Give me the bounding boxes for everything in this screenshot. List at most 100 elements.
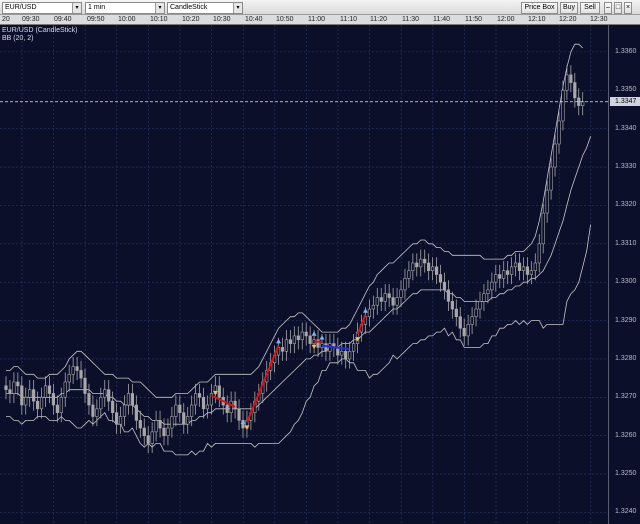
price-box-button[interactable]: Price Box: [521, 2, 558, 14]
candle: [63, 372, 67, 407]
candle: [162, 418, 166, 446]
candle: [178, 395, 182, 423]
candle-body: [375, 297, 379, 306]
chevron-down-icon[interactable]: ▾: [155, 3, 164, 13]
candle: [419, 249, 423, 277]
candle-body: [569, 74, 573, 83]
candle: [565, 65, 569, 100]
candle-body: [470, 316, 474, 325]
candle-body: [513, 262, 518, 268]
time-label: 12:00: [497, 16, 515, 23]
indicator-legend: BB (20, 2): [2, 35, 34, 42]
candle: [28, 380, 32, 407]
candle-body: [186, 416, 190, 425]
candle-body: [122, 404, 127, 417]
chevron-down-icon[interactable]: ▾: [233, 3, 242, 13]
candle: [245, 410, 249, 438]
candle-body: [379, 297, 383, 302]
candle-body: [115, 412, 119, 425]
candle-body: [494, 274, 498, 283]
symbol-select[interactable]: EUR/USD ▾: [2, 2, 82, 14]
candle-body: [446, 289, 451, 302]
close-button[interactable]: ×: [624, 2, 632, 14]
time-label: 10:00: [118, 16, 136, 23]
buy-marker: [240, 419, 246, 425]
candle: [186, 406, 190, 434]
candle: [407, 261, 411, 288]
candle-body: [99, 397, 103, 410]
candle: [411, 253, 415, 281]
candle-body: [166, 427, 170, 437]
candle: [170, 406, 174, 438]
minimize-button[interactable]: –: [604, 2, 612, 14]
restore-button[interactable]: □: [614, 2, 622, 14]
buy-marker: [362, 308, 368, 313]
candle-body: [154, 420, 158, 433]
candle: [324, 333, 328, 361]
candle: [348, 341, 352, 369]
lower-band: [6, 224, 591, 456]
candle: [442, 272, 447, 300]
candle: [529, 261, 533, 285]
candle: [470, 307, 474, 334]
candle-body: [182, 412, 186, 425]
candle-body: [178, 404, 182, 413]
candle-body: [533, 262, 537, 271]
candle-body: [553, 143, 557, 168]
candle: [111, 391, 115, 423]
interval-select[interactable]: 1 min ▾: [85, 2, 165, 14]
series-legend: EUR/USD (CandleStick): [2, 27, 78, 34]
chevron-down-icon[interactable]: ▾: [72, 3, 81, 13]
candle: [51, 383, 55, 415]
upper-band: [6, 43, 583, 398]
sell-marker: [212, 390, 218, 396]
candle-body: [478, 301, 482, 310]
candle: [35, 391, 40, 419]
sell-button[interactable]: Sell: [580, 2, 600, 14]
price-label: 1.3270: [615, 393, 637, 401]
candle-body: [466, 324, 470, 337]
candle: [166, 418, 170, 446]
time-label: 09:30: [22, 16, 40, 23]
candle: [415, 253, 419, 277]
candle-body: [486, 289, 490, 294]
candle-body: [490, 281, 494, 291]
candle: [537, 234, 541, 273]
candle-body: [39, 397, 44, 410]
candle-body: [351, 343, 356, 352]
time-label: 11:50: [465, 16, 482, 23]
candle-body: [529, 270, 533, 275]
time-axis: 20 09:30 09:40 09:50 10:00 10:10 10:20 1…: [0, 15, 640, 25]
candle-body: [340, 350, 344, 356]
candle-body: [8, 389, 12, 394]
candle: [107, 380, 111, 411]
candle: [126, 383, 131, 415]
signal-line: [356, 314, 367, 335]
candle: [557, 111, 561, 154]
candle-body: [233, 400, 237, 410]
candle: [122, 395, 127, 427]
candle: [225, 395, 229, 423]
chart-plot-area[interactable]: EUR/USD (CandleStick) BB (20, 2): [0, 25, 608, 524]
buy-button[interactable]: Buy: [560, 2, 578, 14]
price-label: 1.3330: [615, 163, 637, 171]
candle-body: [427, 262, 431, 271]
candle-body: [517, 262, 522, 271]
signal-line: [321, 344, 350, 351]
time-label: 11:30: [402, 16, 419, 23]
candle: [521, 257, 526, 281]
candle-body: [107, 389, 111, 402]
buy-marker: [311, 331, 317, 336]
candle-body: [201, 397, 206, 410]
candle: [450, 291, 454, 319]
candle-body: [190, 404, 194, 417]
candle: [233, 391, 237, 419]
candle-body: [415, 262, 419, 268]
candle-body: [4, 385, 8, 390]
candle: [32, 380, 36, 411]
candle-body: [71, 366, 75, 375]
candle-body: [16, 381, 20, 387]
candle: [87, 383, 91, 415]
candle: [486, 280, 490, 304]
chart-type-select[interactable]: CandleStick ▾: [167, 2, 243, 14]
